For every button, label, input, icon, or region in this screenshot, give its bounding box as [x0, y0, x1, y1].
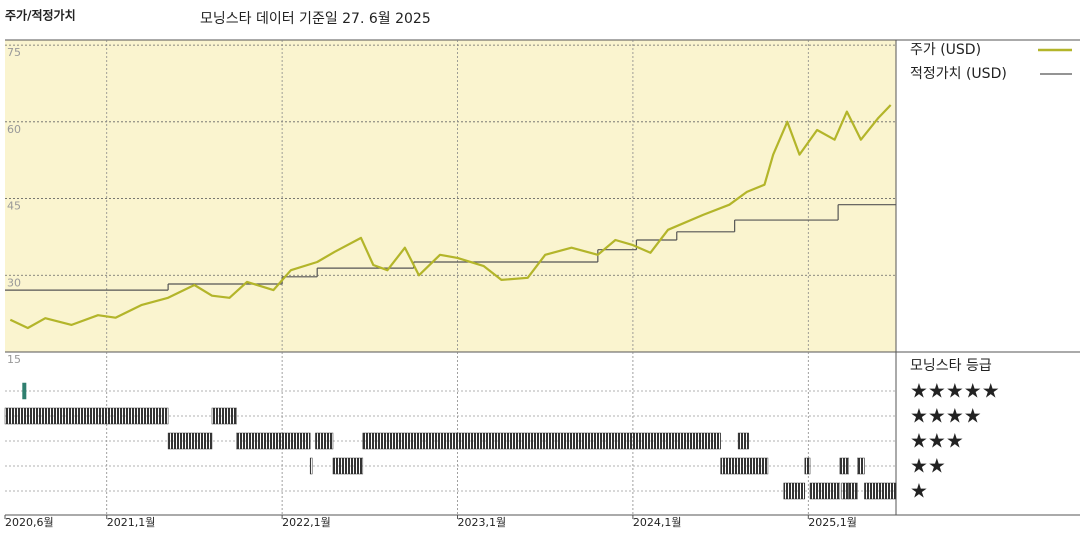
x-tick-label: 2021,1월: [107, 516, 156, 529]
rating-bar: [857, 457, 865, 475]
rating-bar: [864, 482, 897, 500]
rating-label: ★★★★★: [910, 379, 1000, 403]
y-tick-label: 15: [7, 353, 21, 366]
rating-bar: [236, 432, 311, 450]
chart-title: 주가/적정가치: [5, 8, 76, 23]
chart-subtitle: 모닝스타 데이터 기준일 27. 6월 2025: [200, 11, 431, 27]
y-tick-label: 45: [7, 200, 21, 213]
rating-bar: [332, 457, 364, 475]
rating-bar: [309, 457, 313, 475]
rating-bar: [839, 457, 849, 475]
rating-bar: [315, 432, 334, 450]
rating-bar: [362, 432, 721, 450]
rating-bar: [848, 482, 858, 500]
price-line: [9, 104, 892, 330]
x-tick-label: 2025,1월: [808, 516, 857, 529]
rating-bar: [809, 482, 841, 500]
x-tick-label: 2022,1월: [282, 516, 331, 529]
price-panel: [5, 40, 896, 352]
y-tick-label: 30: [7, 276, 21, 289]
rating-label: ★★: [910, 454, 946, 478]
rating-bar: [720, 457, 769, 475]
x-tick-label: 2023,1월: [458, 516, 507, 529]
rating-bar: [167, 432, 213, 450]
rating-bar: [4, 407, 169, 425]
y-tick-label: 60: [7, 123, 21, 136]
rating-bar: [211, 407, 237, 425]
legend-label: 적정가치 (USD): [910, 66, 1007, 82]
rating-bar: [22, 382, 27, 400]
ratings-title: 모닝스타 등급: [910, 358, 992, 374]
rating-bar: [737, 432, 749, 450]
y-tick-label: 75: [7, 46, 21, 59]
x-tick-label: 2020,6월: [5, 516, 54, 529]
rating-bar: [804, 457, 811, 475]
rating-label: ★★★★: [910, 404, 982, 428]
rating-label: ★★★: [910, 429, 964, 453]
rating-label: ★: [910, 479, 928, 503]
legend-label: 주가 (USD): [910, 42, 981, 58]
rating-bar: [841, 482, 849, 500]
x-tick-label: 2024,1월: [633, 516, 682, 529]
rating-bar: [783, 482, 806, 500]
